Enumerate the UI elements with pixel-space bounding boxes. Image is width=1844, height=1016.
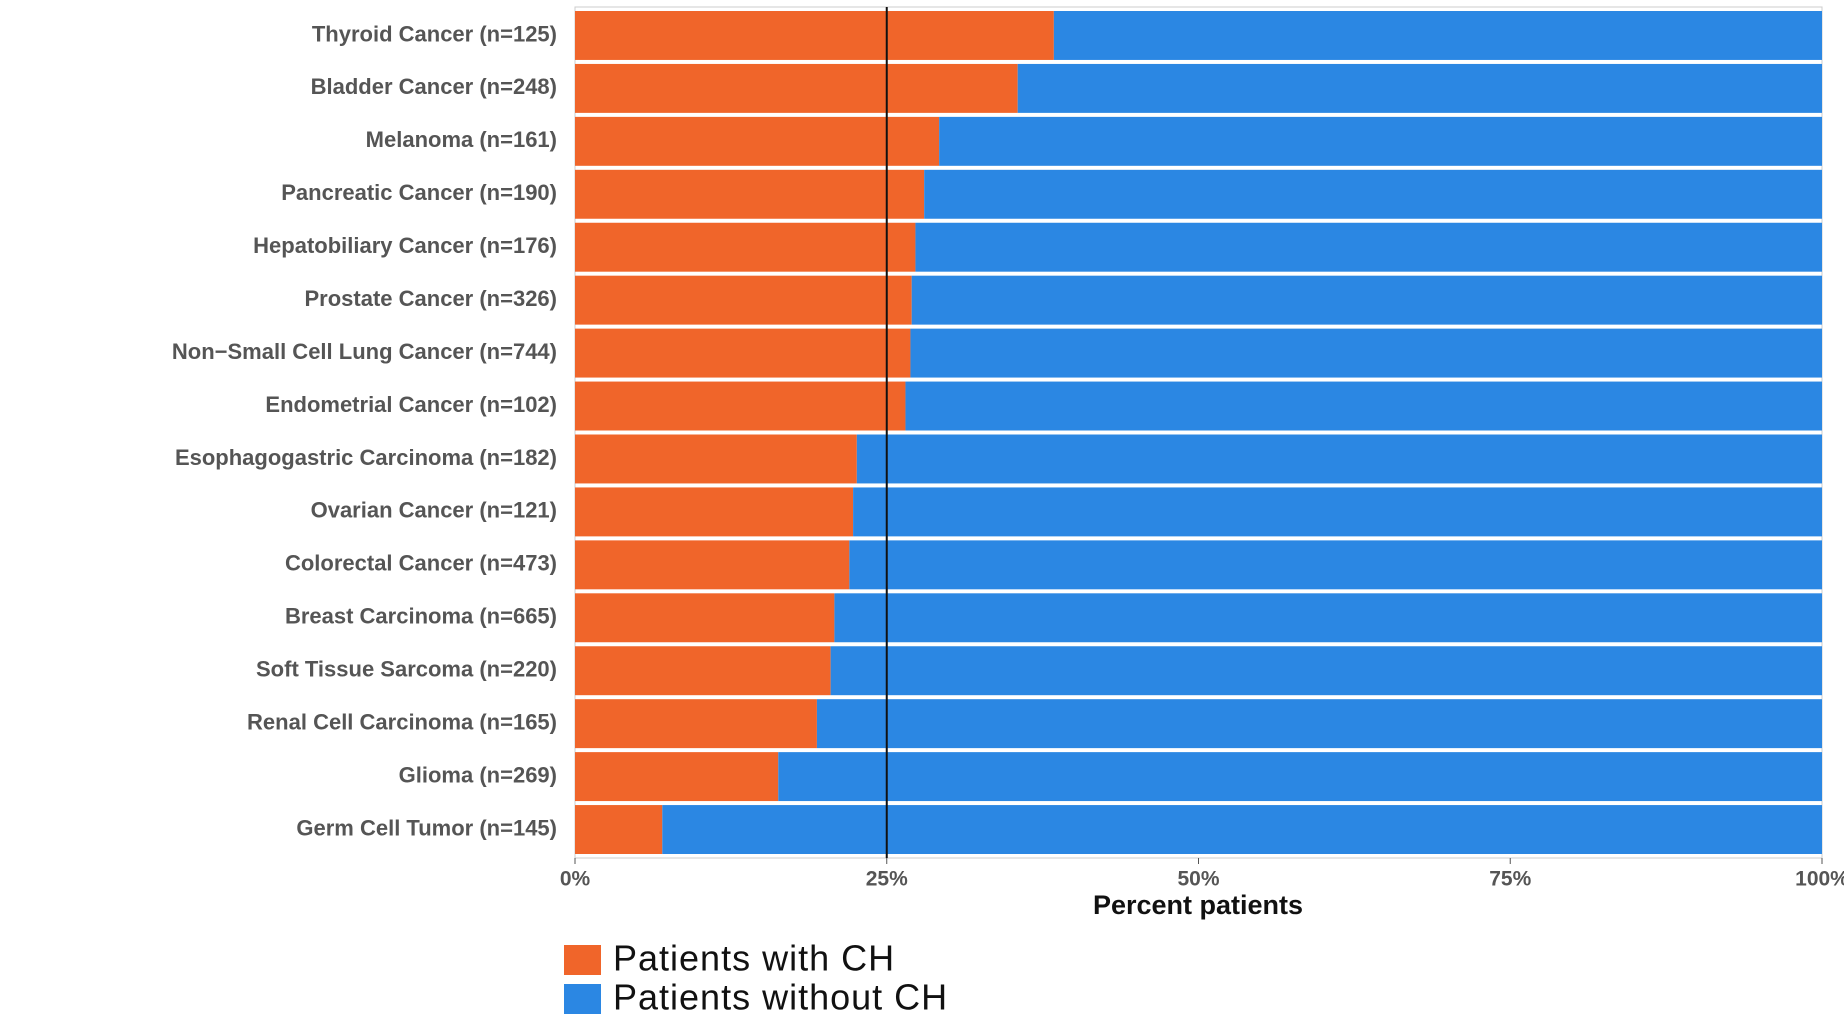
category-label: Non−Small Cell Lung Cancer (n=744) bbox=[172, 339, 557, 364]
bar-segment bbox=[911, 275, 1822, 325]
bar-segment bbox=[575, 434, 857, 484]
bar-segment bbox=[575, 805, 663, 854]
bar-segment bbox=[905, 381, 1822, 431]
bar-segment bbox=[575, 275, 912, 325]
bar-segment bbox=[575, 381, 906, 431]
bar-segment bbox=[662, 805, 1822, 854]
category-label: Endometrial Cancer (n=102) bbox=[265, 392, 557, 417]
x-tick-label: 0% bbox=[560, 868, 591, 891]
category-label: Colorectal Cancer (n=473) bbox=[285, 551, 557, 576]
legend-swatch bbox=[564, 945, 601, 975]
category-label: Germ Cell Tumor (n=145) bbox=[296, 815, 557, 840]
bar-segment bbox=[575, 540, 850, 590]
bar-segment bbox=[915, 222, 1822, 272]
category-label: Esophagogastric Carcinoma (n=182) bbox=[175, 445, 557, 470]
x-tick-label: 50% bbox=[1177, 868, 1219, 891]
bar-segment bbox=[939, 116, 1822, 166]
bar-segment bbox=[575, 222, 916, 272]
legend-swatch bbox=[564, 984, 601, 1014]
bar-segment bbox=[1053, 11, 1822, 60]
category-label: Renal Cell Carcinoma (n=165) bbox=[247, 709, 557, 734]
bar-segment bbox=[834, 593, 1822, 643]
bar-segment bbox=[575, 593, 835, 643]
legend-label: Patients without CH bbox=[613, 977, 948, 1016]
bar-segment bbox=[778, 752, 1822, 802]
legend-label: Patients with CH bbox=[613, 938, 895, 979]
bar-segment bbox=[575, 63, 1018, 113]
category-label: Melanoma (n=161) bbox=[366, 127, 557, 152]
bar-segment bbox=[830, 646, 1822, 696]
bar-segment bbox=[575, 328, 911, 378]
bar-segment bbox=[856, 434, 1822, 484]
bar-segment bbox=[575, 169, 925, 219]
category-label: Hepatobiliary Cancer (n=176) bbox=[253, 233, 557, 258]
category-label: Pancreatic Cancer (n=190) bbox=[281, 180, 557, 205]
bar-segment bbox=[575, 646, 831, 696]
bar-segment bbox=[849, 540, 1822, 590]
bar-segment bbox=[853, 487, 1822, 537]
x-axis-title: Percent patients bbox=[1093, 890, 1303, 920]
x-tick-label: 75% bbox=[1489, 868, 1531, 891]
x-tick-label: 25% bbox=[866, 868, 908, 891]
bar-segment bbox=[1017, 63, 1822, 113]
category-label: Ovarian Cancer (n=121) bbox=[311, 498, 557, 523]
bar-segment bbox=[910, 328, 1822, 378]
category-label: Thyroid Cancer (n=125) bbox=[312, 21, 557, 46]
bar-segment bbox=[575, 752, 779, 802]
category-label: Bladder Cancer (n=248) bbox=[311, 74, 557, 99]
category-label: Soft Tissue Sarcoma (n=220) bbox=[256, 657, 557, 682]
category-label: Glioma (n=269) bbox=[399, 762, 557, 787]
bar-segment bbox=[575, 116, 940, 166]
x-tick-label: 100% bbox=[1795, 868, 1844, 891]
bar-segment bbox=[575, 699, 817, 749]
bar-segment bbox=[924, 169, 1822, 219]
bar-segment bbox=[816, 699, 1822, 749]
bar-segment bbox=[575, 11, 1054, 60]
bar-segment bbox=[575, 487, 854, 537]
category-label: Prostate Cancer (n=326) bbox=[305, 286, 558, 311]
category-label: Breast Carcinoma (n=665) bbox=[285, 604, 557, 629]
